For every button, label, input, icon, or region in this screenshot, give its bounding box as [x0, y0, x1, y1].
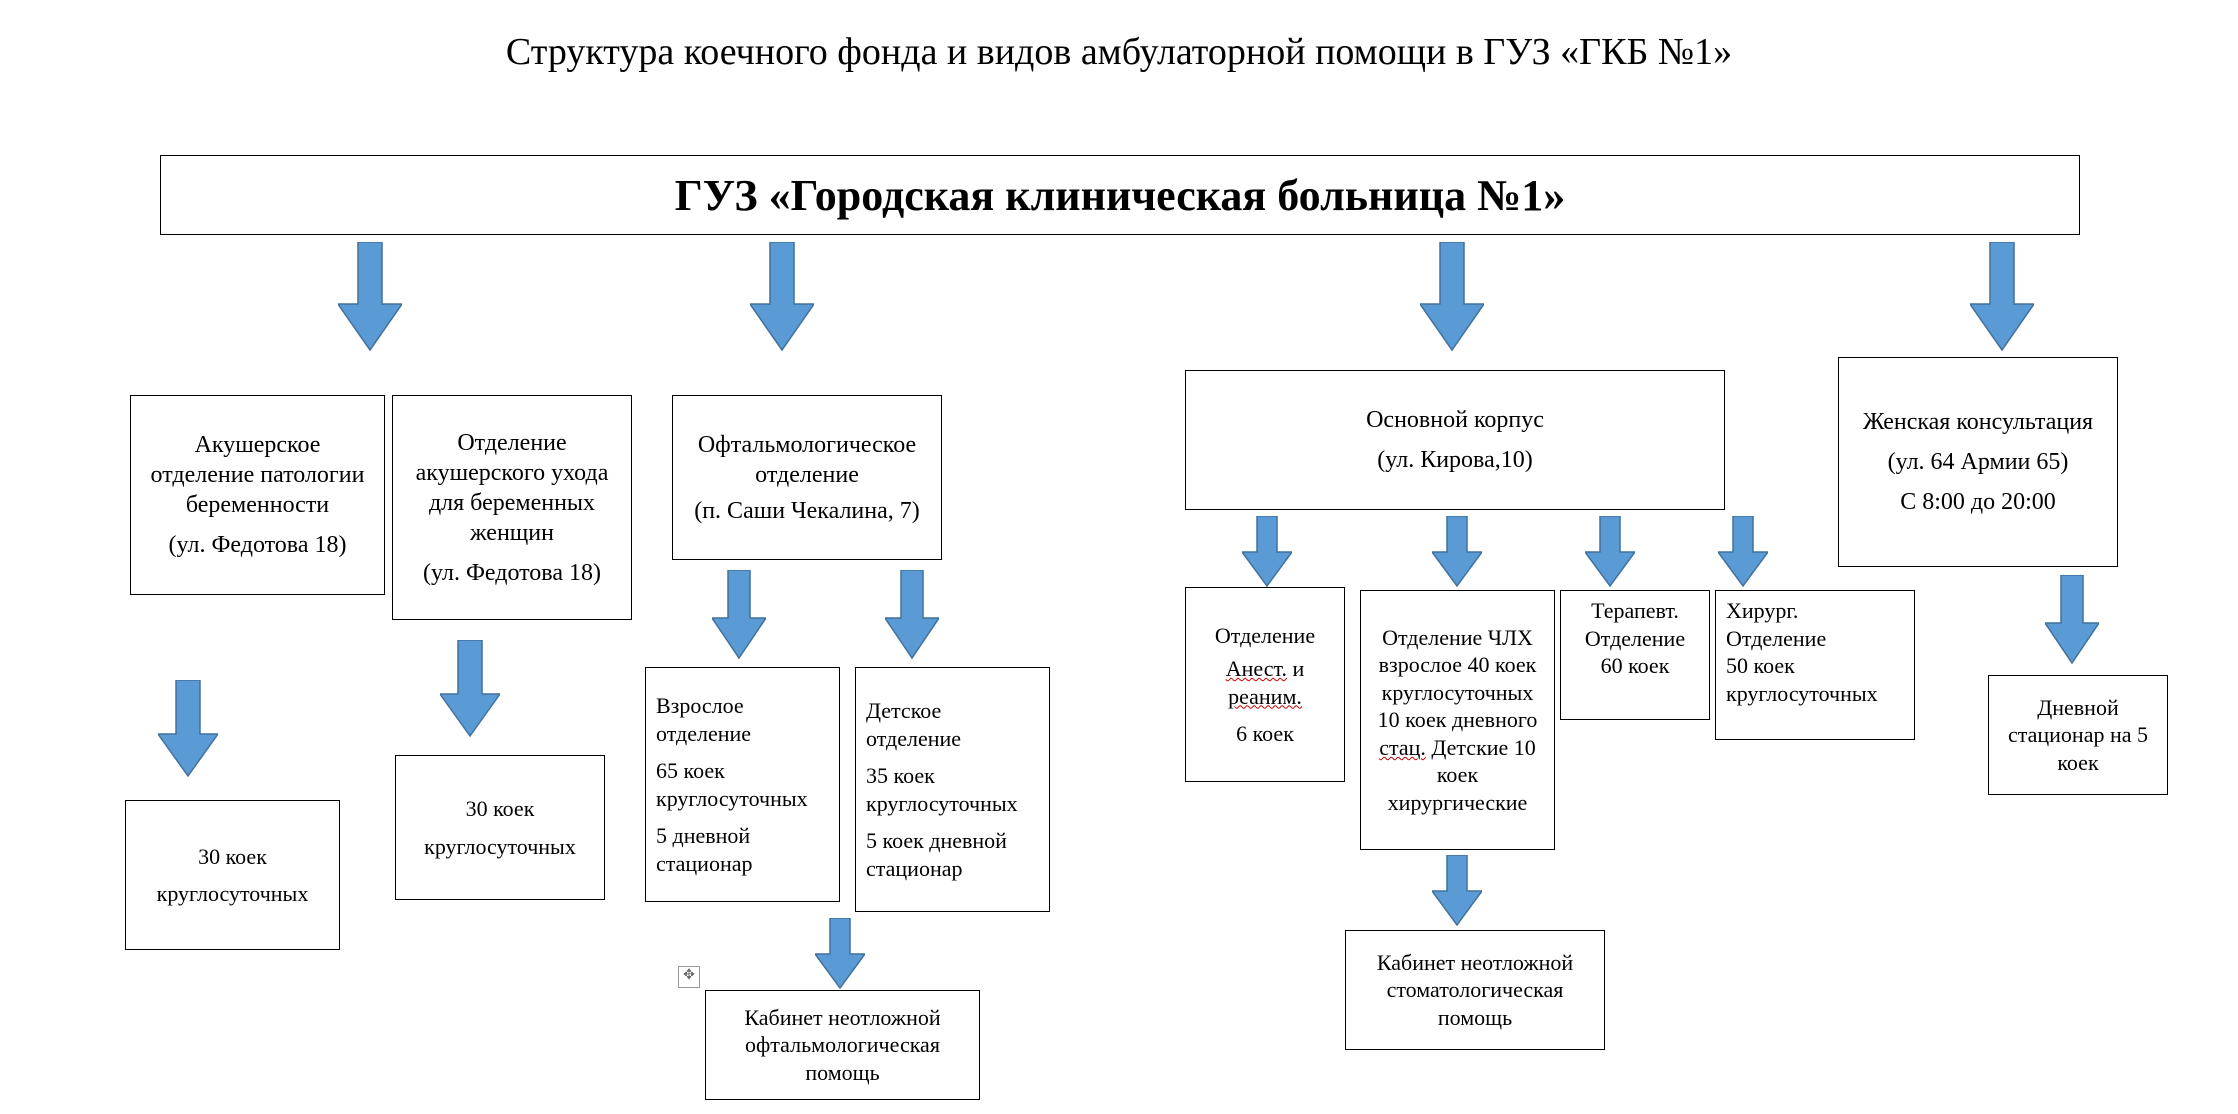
arrow-down-icon [1718, 516, 1768, 588]
node-text: (ул. Федотова 18) [169, 530, 347, 560]
node-maxillofacial: Отделение ЧЛХ взрослое 40 коек круглосут… [1360, 590, 1555, 850]
node-text: 5 дневной стационар [656, 822, 829, 877]
node-surgery: Хирург. Отделение 50 коек круглосуточных [1715, 590, 1915, 740]
node-child-ophth: Детское отделение 35 коек круглосуточных… [855, 667, 1050, 912]
node-text: круглосуточных [424, 833, 576, 861]
arrow-down-icon [1585, 516, 1635, 588]
node-text: (ул. Кирова,10) [1377, 445, 1532, 475]
node-text: 60 коек [1601, 652, 1670, 680]
node-text: Дневной стационар на 5 коек [1999, 694, 2157, 777]
arrow-down-icon [885, 570, 939, 660]
node-text: Основной корпус [1366, 405, 1544, 435]
node-adult-ophth: Взрослое отделение 65 коек круглосуточны… [645, 667, 840, 902]
arrow-down-icon [440, 640, 500, 738]
arrow-down-icon [158, 680, 218, 778]
node-day-hospital: Дневной стационар на 5 коек [1988, 675, 2168, 795]
node-text: (ул. Федотова 18) [423, 558, 601, 588]
node-main-building: Основной корпус (ул. Кирова,10) [1185, 370, 1725, 510]
node-text: 50 коек круглосуточных [1726, 652, 1904, 707]
node-text: 5 коек дневной стационар [866, 827, 1039, 882]
arrow-down-icon [2045, 575, 2099, 665]
arrow-down-icon [1432, 855, 1482, 927]
node-text: Отделение акушерского ухода для беременн… [403, 428, 621, 548]
node-ophth-emergency: Кабинет неотложной офтальмологическая по… [705, 990, 980, 1100]
node-text: Отделение ЧЛХ взрослое 40 коек круглосут… [1371, 624, 1544, 817]
node-text: 30 коек [198, 843, 267, 871]
arrow-down-icon [712, 570, 766, 660]
node-text: Кабинет неотложной офтальмологическая по… [716, 1004, 969, 1087]
node-text: Женская консультация [1863, 407, 2093, 437]
node-text: (п. Саши Чекалина, 7) [694, 496, 920, 526]
node-text: Взрослое отделение [656, 692, 829, 747]
node-text: 6 коек [1236, 720, 1294, 748]
arrow-down-icon [750, 242, 814, 352]
node-text: Акушерское отделение патологии беременно… [141, 430, 374, 520]
node-beds-30-b: 30 коек круглосуточных [395, 755, 605, 900]
page-title: Структура коечного фонда и видов амбулат… [0, 30, 2238, 74]
diagram-canvas: Структура коечного фонда и видов амбулат… [0, 0, 2238, 1114]
arrow-down-icon [1420, 242, 1484, 352]
node-text: Детское отделение [866, 697, 1039, 752]
arrow-down-icon [815, 918, 865, 990]
node-text: 65 коек круглосуточных [656, 757, 829, 812]
root-node: ГУЗ «Городская клиническая больница №1» [160, 155, 2080, 235]
node-text: 35 коек круглосуточных [866, 762, 1039, 817]
node-obstetric-pathology: Акушерское отделение патологии беременно… [130, 395, 385, 595]
arrow-down-icon [338, 242, 402, 352]
node-text: Отделение [1215, 622, 1315, 650]
node-therapy: Терапевт. Отделение 60 коек [1560, 590, 1710, 720]
node-text: С 8:00 до 20:00 [1900, 487, 2056, 517]
node-ophthalmology: Офтальмологическое отделение (п. Саши Че… [672, 395, 942, 560]
node-text: круглосуточных [157, 880, 309, 908]
arrow-down-icon [1242, 516, 1292, 588]
node-text: Хирург. Отделение [1726, 597, 1904, 652]
node-anesthesiology: Отделение Анест. и реаним. 6 коек [1185, 587, 1345, 782]
arrow-down-icon [1970, 242, 2034, 352]
node-text: (ул. 64 Армии 65) [1888, 447, 2069, 477]
node-text: Терапевт. Отделение [1571, 597, 1699, 652]
node-text: 30 коек [466, 795, 535, 823]
node-womens-clinic: Женская консультация (ул. 64 Армии 65) С… [1838, 357, 2118, 567]
node-text: Кабинет неотложной стоматологическая пом… [1356, 949, 1594, 1032]
arrow-down-icon [1432, 516, 1482, 588]
node-dental-emergency: Кабинет неотложной стоматологическая пом… [1345, 930, 1605, 1050]
move-anchor-icon: ✥ [678, 966, 700, 988]
node-text: Анест. и реаним. [1196, 655, 1334, 710]
node-beds-30-a: 30 коек круглосуточных [125, 800, 340, 950]
node-obstetric-care: Отделение акушерского ухода для беременн… [392, 395, 632, 620]
node-text: Офтальмологическое отделение [683, 430, 931, 490]
root-label: ГУЗ «Городская клиническая больница №1» [675, 168, 1566, 223]
